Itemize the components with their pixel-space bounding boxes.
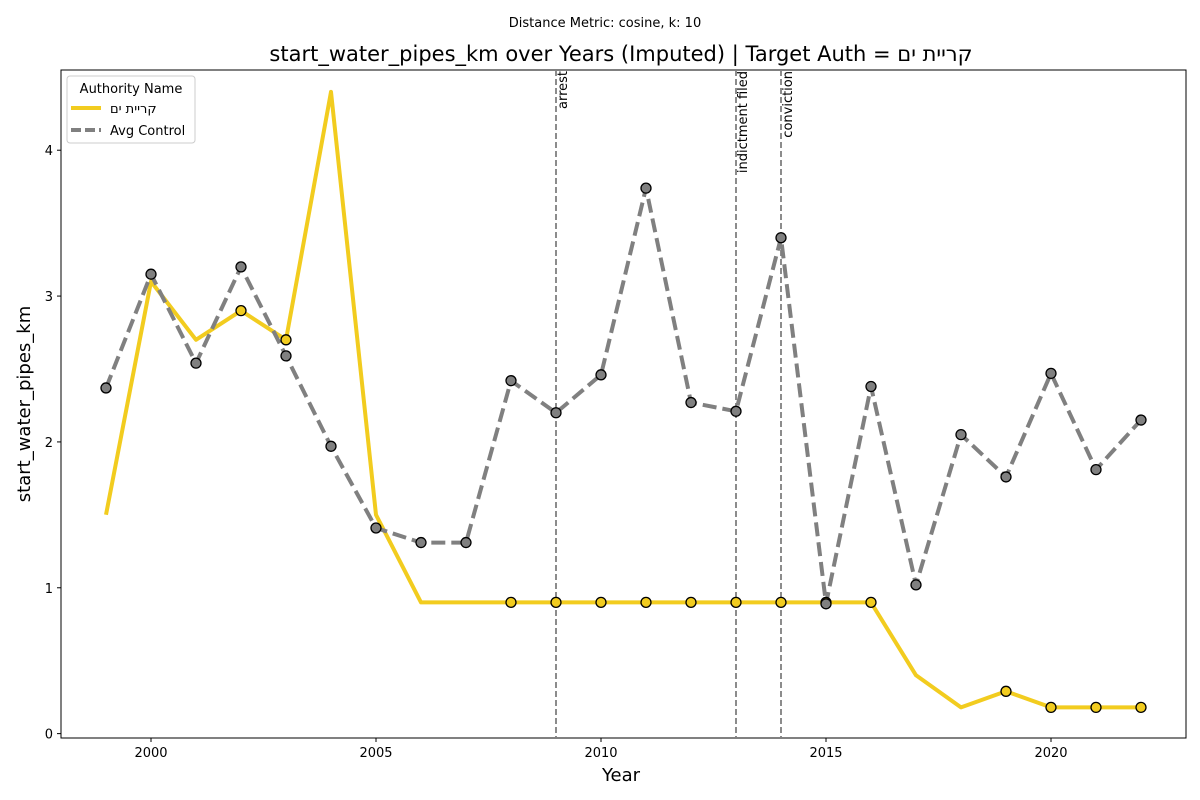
data-point-1 [910, 579, 922, 591]
data-point-1 [1000, 471, 1012, 483]
data-point-0 [235, 305, 247, 317]
x-tick-label: 2015 [809, 746, 842, 761]
data-point-0 [1090, 701, 1102, 714]
data-point-0 [595, 596, 607, 609]
event-label: conviction [781, 71, 796, 138]
data-point-1 [235, 261, 247, 273]
data-point-1 [1090, 463, 1102, 476]
data-point-0 [1045, 701, 1057, 714]
x-axis-title: Year [601, 765, 641, 786]
data-point-1 [190, 357, 202, 369]
data-point-0 [505, 596, 517, 609]
data-point-0 [280, 334, 292, 346]
data-point-1 [415, 536, 427, 549]
plot-frame [60, 69, 1187, 739]
legend-label: קריית ים [110, 102, 157, 117]
data-point-1 [820, 598, 832, 610]
y-tick-label: 3 [45, 290, 53, 305]
data-point-0 [865, 596, 877, 609]
data-point-1 [100, 382, 112, 394]
y-tick-label: 2 [45, 436, 53, 451]
series-line-0 [104, 89, 1141, 710]
legend: Authority Name קריית ים Avg Control [66, 75, 196, 144]
y-axis-title: start_water_pipes_km [14, 306, 35, 502]
data-point-0 [1000, 685, 1012, 697]
data-point-1 [730, 405, 742, 417]
data-point-1 [685, 396, 697, 409]
data-point-1 [145, 268, 157, 280]
x-tick-label: 2020 [1034, 746, 1067, 761]
data-point-0 [685, 596, 697, 609]
data-point-1 [370, 522, 382, 534]
plot-area: 2000 2005 2010 2015 2020 0 1 2 3 4 arrest indictmen… [45, 69, 1187, 761]
chart-title: start_water_pipes_km over Years (Imputed… [269, 42, 972, 67]
y-tick-label: 4 [45, 144, 53, 159]
data-point-0 [640, 596, 652, 609]
data-point-1 [280, 350, 292, 362]
data-point-1 [775, 232, 787, 244]
data-point-1 [550, 407, 562, 419]
data-point-1 [460, 536, 472, 549]
legend-box [66, 75, 196, 144]
data-point-0 [730, 596, 742, 609]
data-point-1 [865, 380, 877, 393]
data-point-1 [1045, 367, 1057, 380]
data-point-1 [505, 375, 517, 387]
data-point-1 [955, 428, 967, 441]
y-tick-label: 1 [45, 582, 53, 597]
legend-label: Avg Control [110, 124, 185, 139]
x-tick-label: 2005 [359, 746, 392, 761]
data-point-0 [1135, 701, 1147, 714]
data-point-0 [775, 596, 787, 609]
x-tick-label: 2010 [584, 746, 617, 761]
x-tick-label: 2000 [134, 746, 167, 761]
chart-subtitle: Distance Metric: cosine, k: 10 [509, 16, 701, 31]
data-point-1 [595, 369, 607, 381]
data-point-0 [550, 596, 562, 609]
event-label: indictment filed [736, 71, 751, 173]
event-label: arrest [556, 71, 571, 109]
data-point-1 [325, 440, 337, 452]
series-line-1 [104, 186, 1143, 606]
legend-title: Authority Name [80, 82, 183, 97]
y-tick-label: 0 [45, 728, 53, 743]
data-point-1 [640, 182, 652, 194]
data-point-1 [1135, 414, 1147, 426]
